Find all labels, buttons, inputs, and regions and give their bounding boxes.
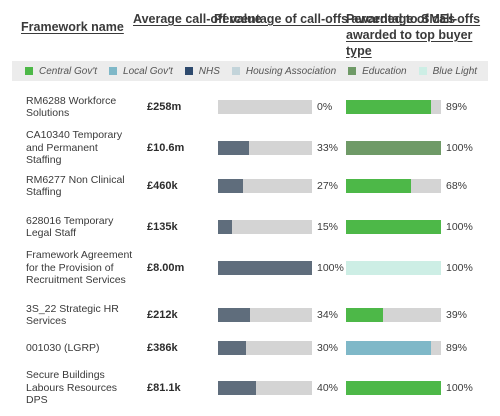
average-value: £212k bbox=[147, 309, 178, 321]
framework-name: Secure Buildings Labours Resources DPS bbox=[26, 369, 118, 407]
buyer-bar-track bbox=[346, 100, 441, 114]
sme-percentage-label: 33% bbox=[317, 142, 339, 154]
sme-bar-track bbox=[218, 179, 312, 193]
buyer-percentage-label: 68% bbox=[446, 180, 468, 192]
buyer-bar bbox=[346, 141, 441, 155]
framework-name: 3S_22 Strategic HR Services bbox=[26, 302, 119, 328]
average-value: £135k bbox=[147, 221, 178, 233]
legend-swatch bbox=[231, 67, 240, 75]
legend-label: Housing Association bbox=[245, 65, 337, 77]
buyer-percentage-label: 100% bbox=[446, 382, 473, 394]
buyer-bar bbox=[346, 261, 441, 275]
table-row: RM6277 Non Clinical Staffing £460k 27% 68% bbox=[0, 166, 500, 206]
legend-swatch bbox=[348, 67, 357, 75]
legend-item: Housing Association bbox=[231, 65, 337, 77]
legend-label: Education bbox=[362, 65, 407, 77]
table-row: 3S_22 Strategic HR Services £212k 34% 39% bbox=[0, 295, 500, 335]
sme-percentage-label: 30% bbox=[317, 342, 339, 354]
legend-item: Central Gov't bbox=[25, 66, 97, 77]
framework-name: Framework Agreement for the Provision of… bbox=[26, 249, 133, 287]
average-value: £10.6m bbox=[147, 142, 185, 154]
sme-bar bbox=[218, 308, 250, 322]
buyer-bar bbox=[346, 100, 431, 114]
header-framework-name: Framework name bbox=[21, 20, 124, 34]
buyer-percentage-label: 100% bbox=[446, 262, 473, 274]
buyer-bar-track bbox=[346, 179, 441, 193]
sme-percentage-label: 34% bbox=[317, 309, 339, 321]
framework-name: 628016 Temporary Legal Staff bbox=[26, 214, 114, 240]
legend-item: Local Gov't bbox=[109, 66, 173, 77]
buyer-bar-track bbox=[346, 141, 441, 155]
buyer-bar-track bbox=[346, 220, 441, 234]
sme-bar bbox=[218, 141, 250, 155]
sme-bar bbox=[218, 179, 244, 193]
legend-swatch bbox=[109, 67, 118, 75]
buyer-bar-track bbox=[346, 341, 441, 355]
average-value: £8.00m bbox=[147, 262, 185, 274]
table-row: Framework Agreement for the Provision of… bbox=[0, 248, 500, 288]
table-row: CA10340 Temporary and Permanent Staffing… bbox=[0, 128, 500, 168]
legend-label: Blue Light bbox=[432, 65, 478, 77]
sme-percentage-label: 27% bbox=[317, 180, 339, 192]
legend-item: Education bbox=[348, 65, 407, 77]
buyer-percentage-label: 89% bbox=[446, 101, 468, 113]
sme-bar-track bbox=[218, 381, 312, 395]
sme-percentage-label: 100% bbox=[317, 262, 344, 274]
framework-name: RM6277 Non Clinical Staffing bbox=[26, 173, 125, 199]
sme-bar-track bbox=[218, 341, 312, 355]
sme-bar bbox=[218, 381, 256, 395]
table-row: RM6288 Workforce Solutions £258m 0% 89% bbox=[0, 87, 500, 127]
buyer-percentage-label: 100% bbox=[446, 142, 473, 154]
legend-swatch bbox=[25, 67, 33, 75]
table-row: 001030 (LGRP) £386k 30% 89% bbox=[0, 328, 500, 368]
framework-name: 001030 (LGRP) bbox=[26, 341, 100, 354]
framework-name: RM6288 Workforce Solutions bbox=[26, 94, 117, 120]
buyer-bar bbox=[346, 308, 384, 322]
buyer-percentage-label: 100% bbox=[446, 221, 473, 233]
buyer-bar bbox=[346, 220, 441, 234]
legend: Central Gov't Local Gov't NHS Housing Assoc… bbox=[12, 61, 488, 81]
sme-bar-track bbox=[218, 100, 312, 114]
sme-percentage-label: 40% bbox=[317, 382, 339, 394]
buyer-bar-track bbox=[346, 261, 441, 275]
legend-swatch bbox=[418, 67, 427, 75]
average-value: £258m bbox=[147, 101, 182, 113]
buyer-percentage-label: 89% bbox=[446, 342, 468, 354]
sme-percentage-label: 0% bbox=[317, 101, 333, 113]
buyer-bar bbox=[346, 381, 441, 395]
legend-swatch bbox=[184, 67, 193, 75]
sme-bar-track bbox=[218, 261, 312, 275]
legend-label: NHS bbox=[198, 65, 220, 77]
legend-label: Local Gov't bbox=[123, 65, 173, 77]
header-average-value: Average call-off value bbox=[133, 12, 262, 26]
sme-bar-track bbox=[218, 308, 312, 322]
table-row: 628016 Temporary Legal Staff £135k 15% 100% bbox=[0, 207, 500, 247]
framework-name: CA10340 Temporary and Permanent Staffing bbox=[26, 129, 123, 167]
header-buyer-percentage: Percentage of call-offs awarded to top b… bbox=[346, 12, 481, 58]
sme-bar bbox=[218, 341, 247, 355]
header-sme-percentage: Percentage of call-offs awarded to SMEs bbox=[214, 12, 456, 26]
average-value: £386k bbox=[147, 342, 178, 354]
legend-item: NHS bbox=[184, 65, 220, 77]
buyer-bar bbox=[346, 341, 431, 355]
table-row: Secure Buildings Labours Resources DPS £8… bbox=[0, 368, 500, 408]
legend-label: Central Gov't bbox=[39, 65, 98, 77]
sme-bar-track bbox=[218, 141, 312, 155]
average-value: £81.1k bbox=[147, 382, 181, 394]
legend-item: Blue Light bbox=[418, 65, 478, 77]
buyer-bar-track bbox=[346, 308, 441, 322]
sme-bar-track bbox=[218, 220, 312, 234]
buyer-bar bbox=[346, 179, 411, 193]
sme-bar bbox=[218, 261, 312, 275]
sme-bar bbox=[218, 220, 233, 234]
buyer-percentage-label: 39% bbox=[446, 309, 468, 321]
sme-percentage-label: 15% bbox=[317, 221, 339, 233]
buyer-bar-track bbox=[346, 381, 441, 395]
average-value: £460k bbox=[147, 180, 178, 192]
